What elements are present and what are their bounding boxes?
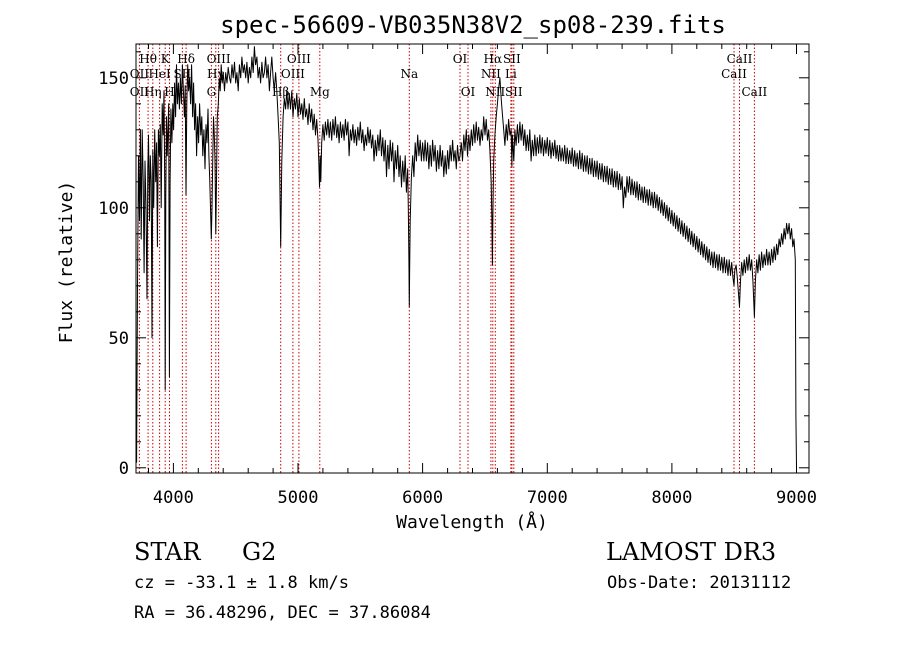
x-tick-label: 9000 [776,488,817,508]
line-markers [138,44,755,473]
chart-title: spec-56609-VB035N38V2_sp08-239.fits [220,11,726,39]
spectral-line-label: OII [130,67,150,81]
spectral-line-label: SII [505,85,523,99]
y-ticks: 0 50 100 150 [98,51,809,479]
x-tick-label: 6000 [402,488,443,508]
spectral-line-label: G [207,85,217,99]
y-axis-label: Flux (relative) [56,181,77,344]
y-tick-label: 50 [109,329,129,349]
spectral-line-label: OIII [207,52,231,66]
spectral-line-label: SII [174,67,192,81]
spectral-line-label: Hδ [177,52,195,66]
spectral-line-label: Hα [484,52,503,66]
spectrum-series-line [136,46,797,468]
spectral-line-label: Hβ [272,85,289,99]
x-tick-label: 8000 [651,488,692,508]
observation-date: Obs-Date: 20131112 [607,573,792,593]
spectral-line-label: OII [130,85,150,99]
x-axis-label: Wavelength (Å) [396,511,548,533]
spectral-line-label: OI [461,85,476,99]
spectral-line-label: NII [481,67,501,81]
survey-name: LAMOST DR3 [606,538,777,566]
object-subclass: G2 [242,538,277,566]
x-tick-label: 5000 [278,488,319,508]
spectral-line-label: CaII [727,52,753,66]
spectral-line-label: CaII [721,67,747,81]
y-tick-label: 150 [98,69,129,89]
spectral-line-label: OIII [287,52,311,66]
y-tick-label: 0 [119,459,129,479]
spectral-line-label: Hη [144,85,162,99]
ra-dec-coords: RA = 36.48296, DEC = 37.86084 [134,603,431,623]
spectral-line-label: CaII [741,85,767,99]
spectral-line-label: OIII [281,67,305,81]
spectral-line-label: Na [400,67,418,81]
spectral-line-label: NII [485,85,505,99]
spectral-line-label: Li [505,67,517,81]
x-tick-label: 4000 [153,488,194,508]
spectral-line-label: Mg [310,85,330,99]
spectrum-layer [136,46,797,468]
y-tick-label: 100 [98,199,129,219]
spectral-line-label: Hθ [139,52,157,66]
spectral-line-label: SII [503,52,521,66]
x-ticks: 4000 5000 6000 7000 8000 9000 [148,44,817,508]
spectral-line-label: HeI [148,67,171,81]
object-type: STAR [134,538,201,566]
spectral-line-label: OI [453,52,468,66]
spectral-line-label: Hγ [207,67,225,81]
cz-value: cz = -33.1 ± 1.8 km/s [134,573,349,593]
spectral-line-label: K [161,52,171,66]
spectral-line-label: H [164,85,174,99]
x-tick-label: 7000 [527,488,568,508]
